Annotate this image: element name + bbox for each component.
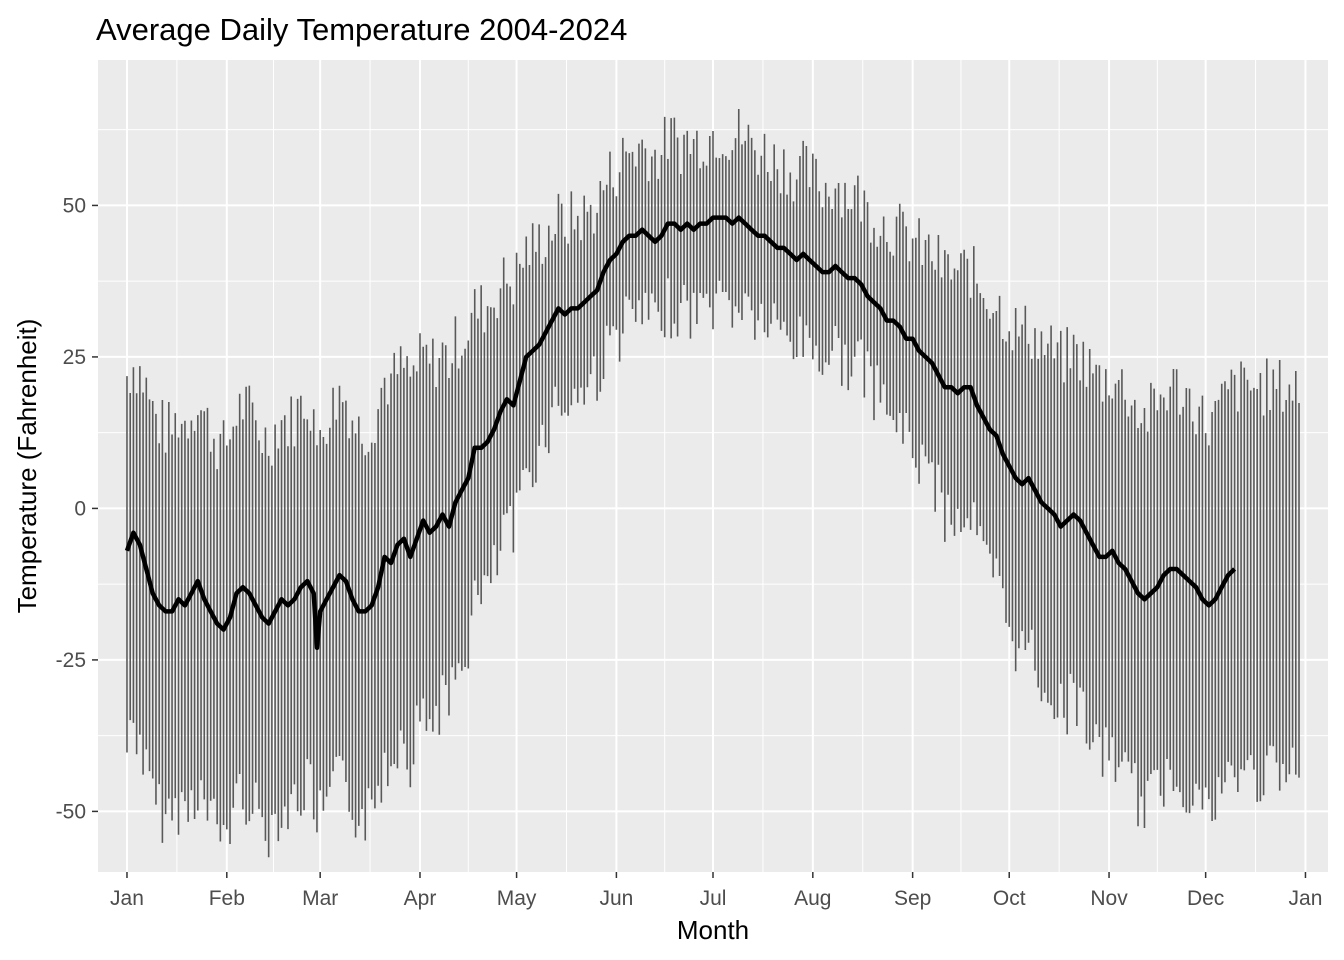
x-tick-label: Apr: [404, 887, 437, 910]
y-axis: -50 -25 0 25 50: [56, 194, 98, 823]
x-tick-label: Oct: [993, 887, 1026, 910]
x-tick-label: Sep: [894, 887, 931, 910]
x-tick-label: Jan: [1289, 887, 1323, 910]
x-tick-label: Dec: [1187, 887, 1224, 910]
y-tick-label: 0: [74, 497, 86, 520]
x-tick-label: Nov: [1090, 887, 1128, 910]
y-tick-label: -25: [56, 649, 86, 672]
x-tick-label: May: [497, 887, 537, 910]
x-tick-label: Aug: [794, 887, 831, 910]
x-tick-label: Jul: [700, 887, 727, 910]
x-tick-label: Jun: [599, 887, 633, 910]
x-axis-title: Month: [677, 915, 749, 945]
x-tick-label: Feb: [209, 887, 245, 910]
average-temperature-line: [124, 215, 1237, 651]
y-tick-label: 25: [63, 346, 86, 369]
chart-title: Average Daily Temperature 2004-2024: [96, 12, 627, 47]
average-line-layer: [124, 215, 1237, 651]
y-tick-label: -50: [56, 800, 86, 823]
x-tick-label: Jan: [110, 887, 144, 910]
x-tick-label: Mar: [302, 887, 338, 910]
x-axis: Jan Feb Mar Apr May Jun Jul Aug Sep Oct Nov Dec Jan: [110, 872, 1322, 910]
y-axis-title: Temperature (Fahrenheit): [12, 319, 42, 614]
y-tick-label: 50: [63, 194, 86, 217]
